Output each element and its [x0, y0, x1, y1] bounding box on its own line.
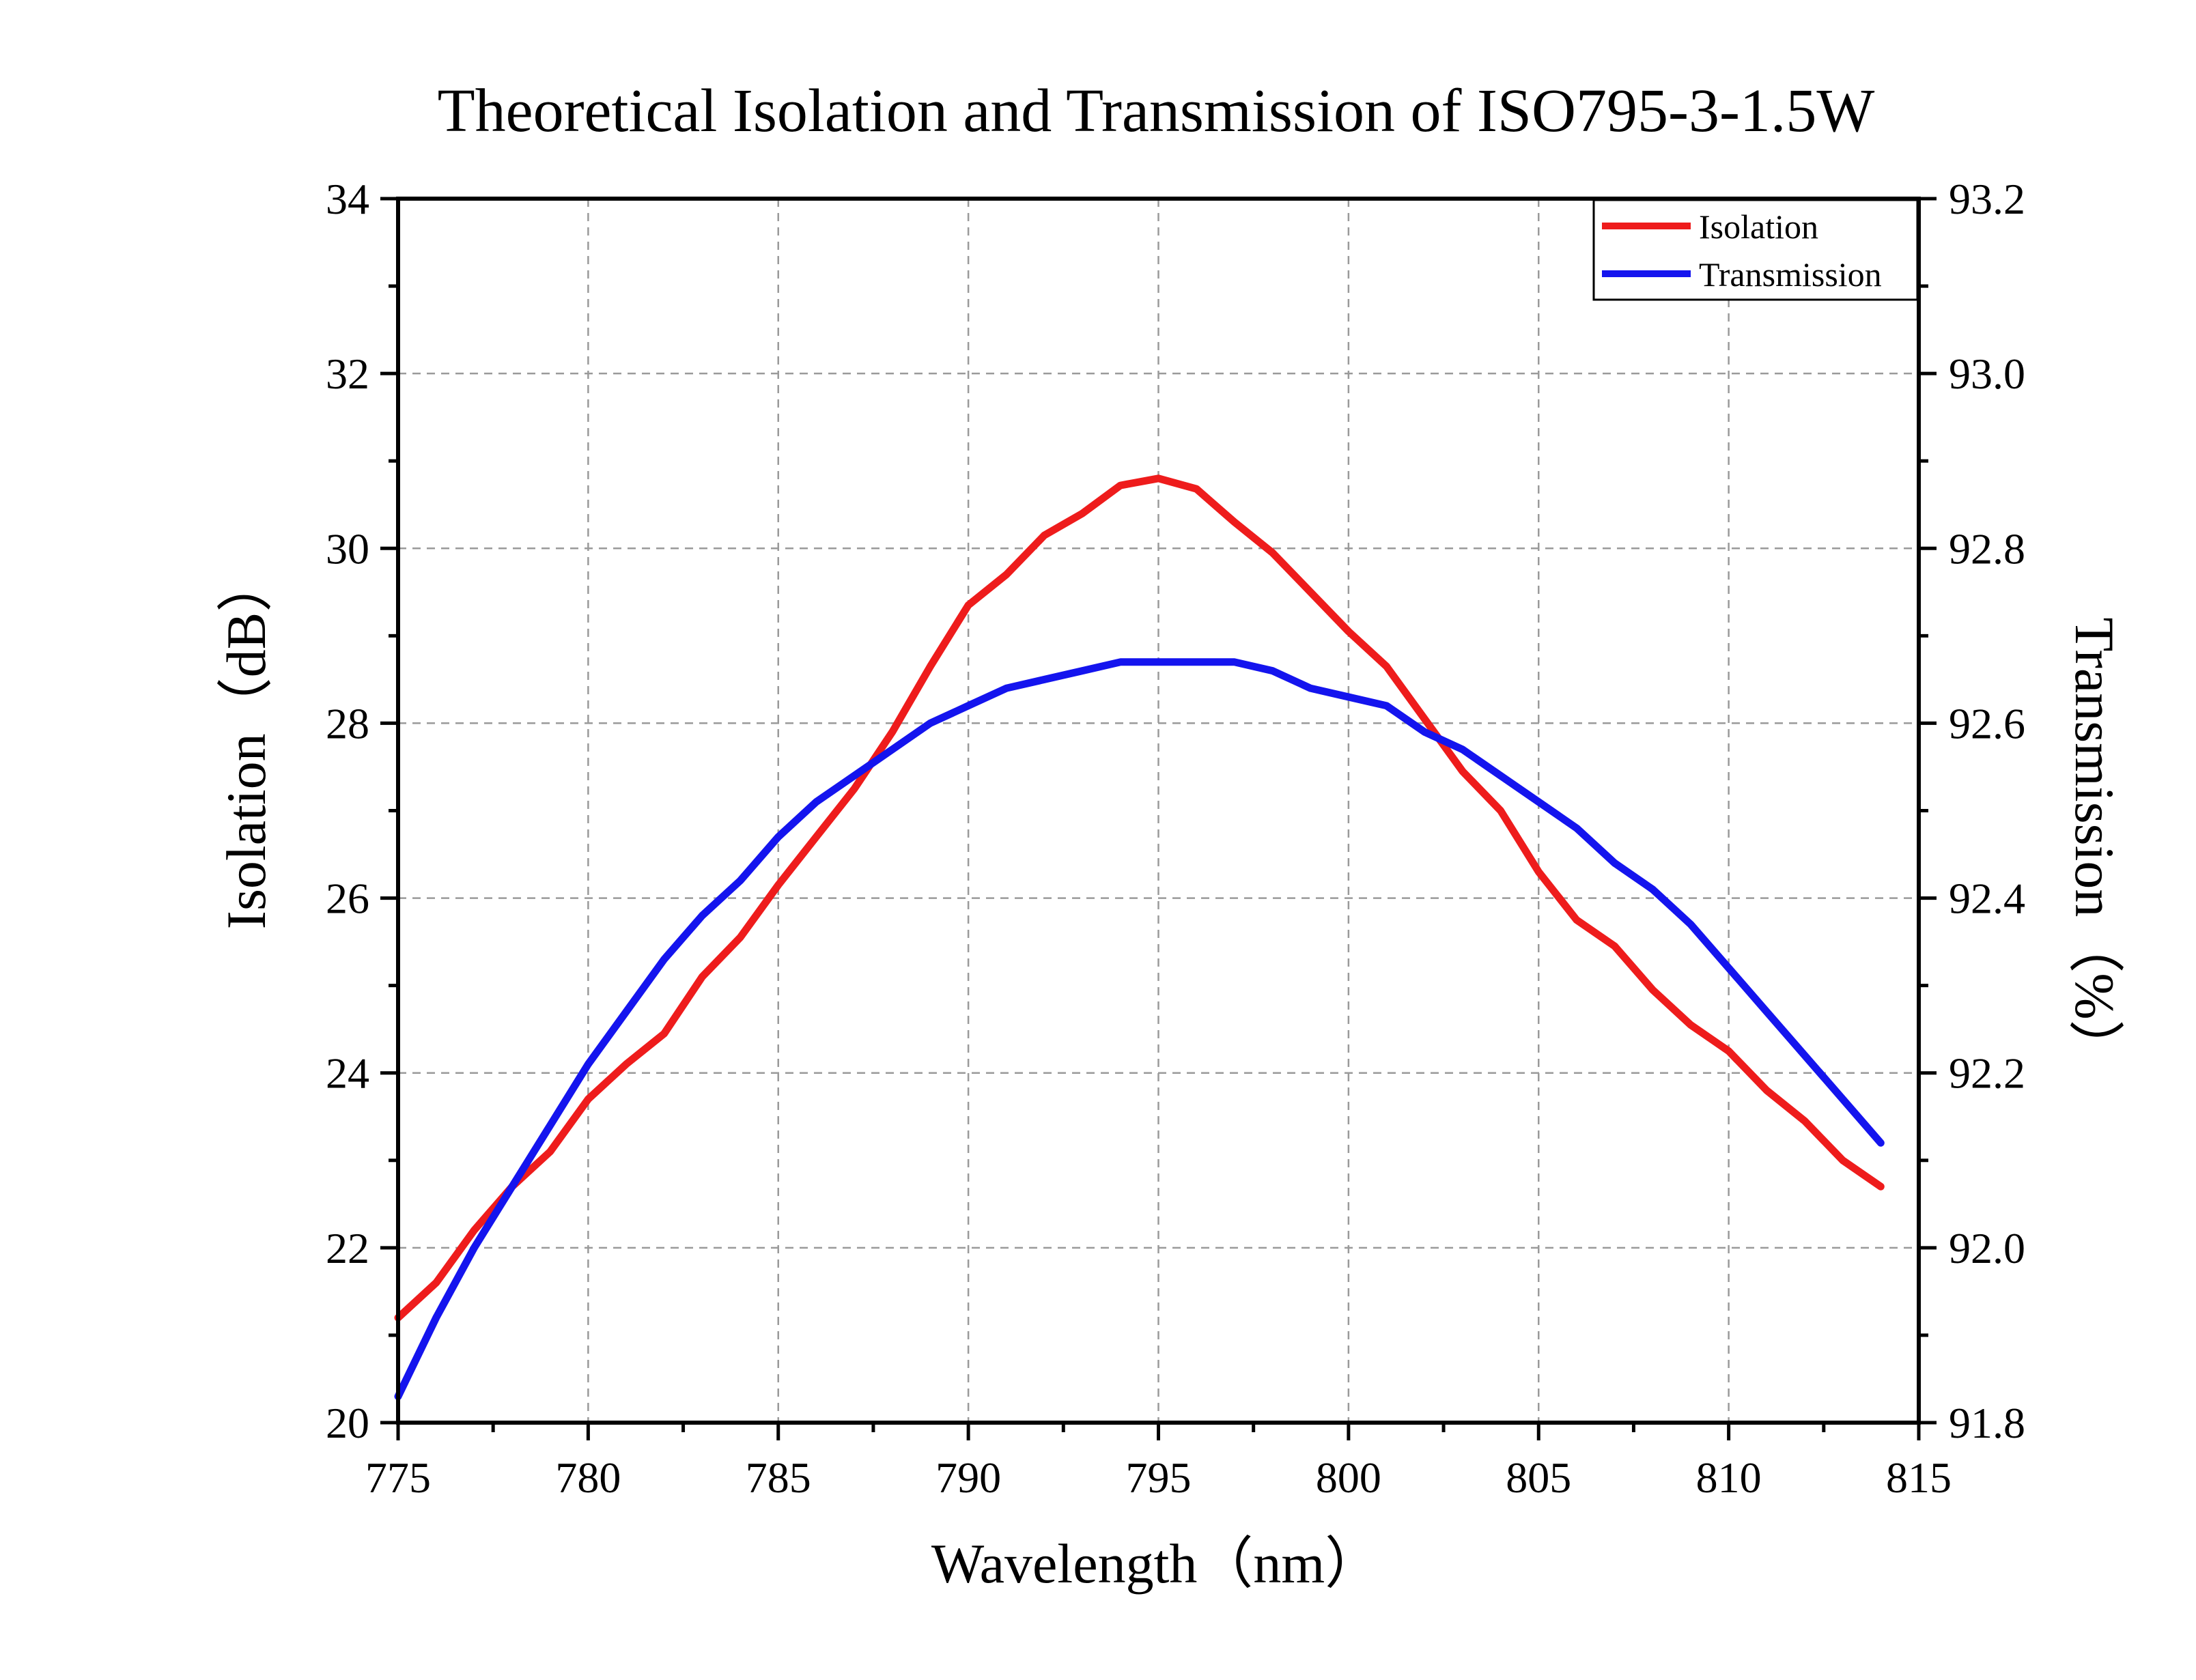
series-line-transmission	[394, 658, 1885, 1401]
y-right-tick-label: 92.6	[1949, 699, 2025, 748]
y-right-tick-label: 93.0	[1949, 350, 2025, 398]
y-left-tick-label: 26	[326, 874, 369, 923]
legend-label-transmission: Transmission	[1699, 255, 1882, 294]
y-right-tick-label: 92.8	[1949, 524, 2025, 573]
x-tick-label: 805	[1506, 1453, 1571, 1502]
y-right-tick-label: 93.2	[1949, 175, 2025, 223]
y-left-tick-label: 34	[326, 175, 369, 223]
x-tick-label: 780	[555, 1453, 621, 1502]
x-tick-label: 810	[1696, 1453, 1762, 1502]
x-tick-label: 790	[935, 1453, 1001, 1502]
y-left-tick-label: 24	[326, 1049, 369, 1098]
y-axis-left-label: Isolation（dB）	[215, 556, 277, 930]
y-left-tick-label: 20	[326, 1399, 369, 1447]
x-tick-label: 800	[1316, 1453, 1381, 1502]
x-tick-label: 785	[746, 1453, 811, 1502]
y-right-tick-label: 91.8	[1949, 1399, 2025, 1447]
series-line-isolation	[394, 474, 1885, 1322]
gridlines	[398, 199, 1919, 1423]
x-tick-label: 775	[365, 1453, 431, 1502]
y-right-tick-label: 92.0	[1949, 1224, 2025, 1272]
y-right-tick-label: 92.2	[1949, 1049, 2025, 1098]
legend-label-isolation: Isolation	[1699, 208, 1818, 246]
y-left-tick-label: 22	[326, 1224, 369, 1272]
chart-title: Theoretical Isolation and Transmission o…	[438, 77, 1875, 145]
legend-box	[1592, 199, 1919, 301]
x-tick-label: 795	[1126, 1453, 1192, 1502]
y-right-tick-label: 92.4	[1949, 874, 2025, 923]
y-axis-right-label: Transmission（%）	[2064, 617, 2126, 1075]
tick-labels: 775 780 785 790 795 800 805 810 815 20 22 24 26 28 30 3…	[326, 175, 2025, 1502]
y-left-tick-label: 30	[326, 524, 369, 573]
legend: Isolation Transmission	[1592, 199, 1919, 301]
y-left-tick-label: 32	[326, 350, 369, 398]
axis-ticks	[380, 197, 1937, 1440]
y-left-tick-label: 28	[326, 699, 369, 748]
x-axis-label: Wavelength（nm）	[931, 1533, 1381, 1595]
series-lines	[394, 474, 1885, 1401]
x-tick-label: 815	[1886, 1453, 1952, 1502]
